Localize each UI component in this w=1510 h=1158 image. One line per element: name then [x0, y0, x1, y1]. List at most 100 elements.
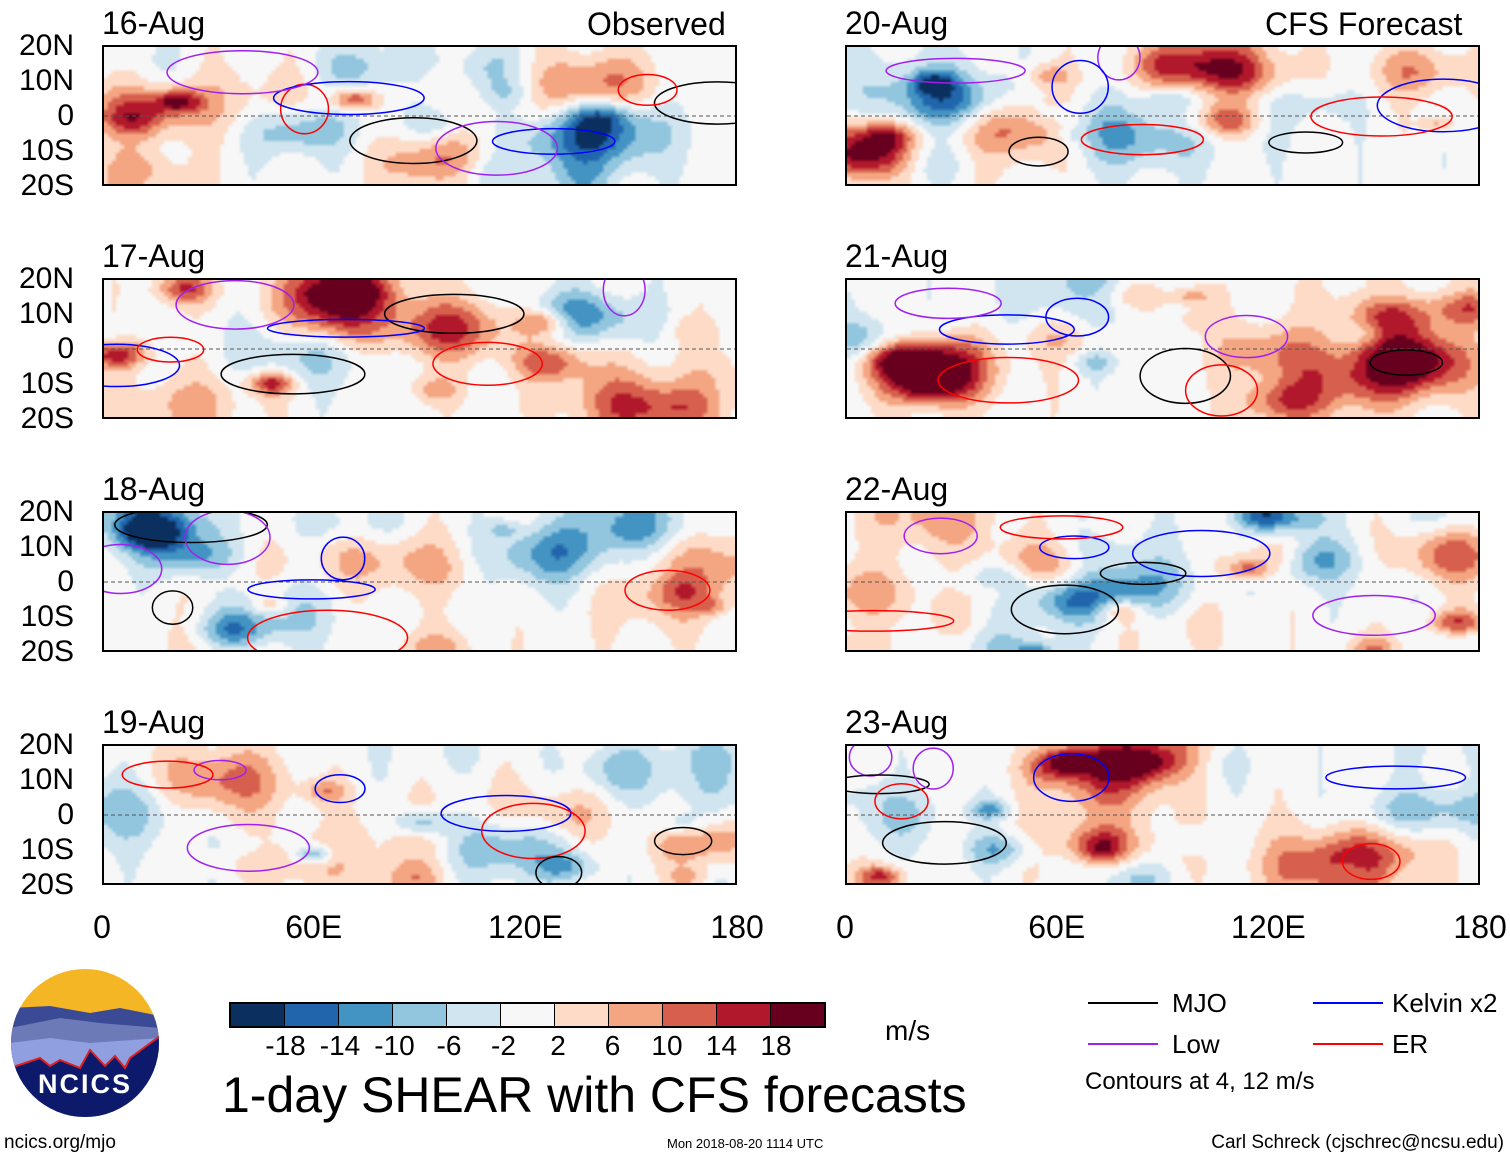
contour: [435, 120, 559, 176]
contour-overlay: [104, 759, 735, 883]
legend-note: Contours at 4, 12 m/s: [1085, 1068, 1315, 1095]
contour: [624, 569, 711, 611]
colorbar-swatch: [339, 1004, 393, 1026]
contour: [136, 336, 205, 363]
lat-label: 20S: [20, 868, 74, 901]
footer-url[interactable]: ncics.org/mjo: [4, 1132, 116, 1153]
panel-date: 18-Aug: [102, 471, 206, 507]
contour: [320, 536, 366, 581]
contour: [903, 517, 978, 555]
colorbar-swatch: [447, 1004, 501, 1026]
contour: [938, 314, 1075, 345]
legend-mjo-label: MJO: [1172, 988, 1227, 1018]
contour: [874, 782, 929, 820]
contour-overlay: [847, 515, 1478, 637]
legend-low-line: [1088, 1043, 1158, 1045]
contour: [653, 826, 713, 856]
contour: [220, 353, 366, 395]
contour: [104, 343, 181, 388]
footer-credit: Carl Schreck (cjschrec@ncsu.edu): [1211, 1132, 1504, 1153]
lat-label: 20S: [20, 169, 74, 202]
contour: [999, 515, 1124, 540]
legend-mjo-line: [1088, 1002, 1158, 1004]
svg-text:NCICS: NCICS: [38, 1069, 132, 1099]
colorbar-swatch: [771, 1004, 824, 1026]
colorbar-units: m/s: [885, 1015, 931, 1046]
contour: [440, 794, 572, 833]
lat-label: 10S: [20, 134, 74, 167]
legend-kelvin-label: Kelvin x2: [1392, 988, 1498, 1018]
forecast-header: CFS Forecast: [1265, 6, 1463, 42]
contour: [246, 609, 409, 650]
map-panel-16-Aug: [102, 45, 737, 186]
contour: [1051, 59, 1110, 115]
colorbar-label: 10: [651, 1030, 683, 1061]
contour: [266, 318, 426, 338]
lat-label: 10N: [18, 763, 74, 796]
lon-label: 0: [836, 909, 854, 945]
contour: [104, 543, 163, 595]
contour: [617, 73, 678, 107]
contour: [885, 57, 1026, 84]
lat-label: 10S: [20, 833, 74, 866]
lon-label: 60E: [285, 909, 343, 945]
contour: [847, 609, 955, 632]
lat-label: 10N: [18, 64, 74, 97]
contour: [653, 81, 735, 125]
contour-overlay: [104, 513, 735, 650]
footer-timestamp: Mon 2018-08-20 1114 UTC: [667, 1136, 824, 1151]
map-panel-22-Aug: [845, 511, 1480, 652]
contour: [848, 746, 893, 777]
contour: [1097, 47, 1141, 81]
contour: [121, 760, 214, 789]
colorbar-swatch: [231, 1004, 285, 1026]
lat-label: 20N: [18, 495, 74, 528]
lat-label: 20N: [18, 728, 74, 761]
lat-label: 0: [57, 565, 74, 598]
contour: [1204, 314, 1289, 359]
colorbar-label: 6: [604, 1030, 621, 1061]
colorbar-label: 2: [550, 1030, 566, 1061]
contour: [847, 774, 930, 795]
contour: [1032, 752, 1110, 803]
lat-label: 20S: [20, 635, 74, 668]
contour: [1131, 529, 1271, 578]
legend-kelvin-line: [1313, 1002, 1383, 1004]
lat-label: 10N: [18, 297, 74, 330]
panel-date: 20-Aug: [845, 5, 949, 41]
lon-label: 180: [1453, 909, 1507, 945]
contour: [184, 513, 271, 566]
map-panel-23-Aug: [845, 744, 1480, 885]
lon-label: 0: [93, 909, 111, 945]
contour-overlay: [847, 746, 1478, 881]
lon-label: 180: [710, 909, 764, 945]
legend-low-label: Low: [1172, 1029, 1220, 1059]
colorbar-swatch: [663, 1004, 717, 1026]
contour: [1099, 561, 1187, 586]
panel-date: 23-Aug: [845, 704, 949, 740]
contour: [186, 823, 311, 872]
contour: [894, 287, 1002, 320]
colorbar-swatch: [393, 1004, 447, 1026]
contour-overlay: [104, 50, 735, 176]
lat-label: 20N: [18, 262, 74, 295]
colorbar-swatch: [555, 1004, 609, 1026]
contour-overlay: [847, 47, 1478, 167]
legend-er-line: [1313, 1043, 1383, 1045]
lat-label: 10N: [18, 530, 74, 563]
panel-date: 19-Aug: [102, 704, 206, 740]
contour: [1310, 96, 1453, 137]
map-panel-17-Aug: [102, 278, 737, 419]
colorbar: [229, 1002, 826, 1028]
contour: [193, 759, 247, 781]
lat-label: 20S: [20, 402, 74, 435]
map-panel-21-Aug: [845, 278, 1480, 419]
figure-title: 1-day SHEAR with CFS forecasts: [222, 1067, 967, 1123]
lat-label: 20N: [18, 29, 74, 62]
contour: [151, 590, 194, 625]
map-panel-19-Aug: [102, 744, 737, 885]
colorbar-label: -6: [436, 1030, 462, 1061]
colorbar-swatch: [717, 1004, 771, 1026]
panel-date: 22-Aug: [845, 471, 949, 507]
